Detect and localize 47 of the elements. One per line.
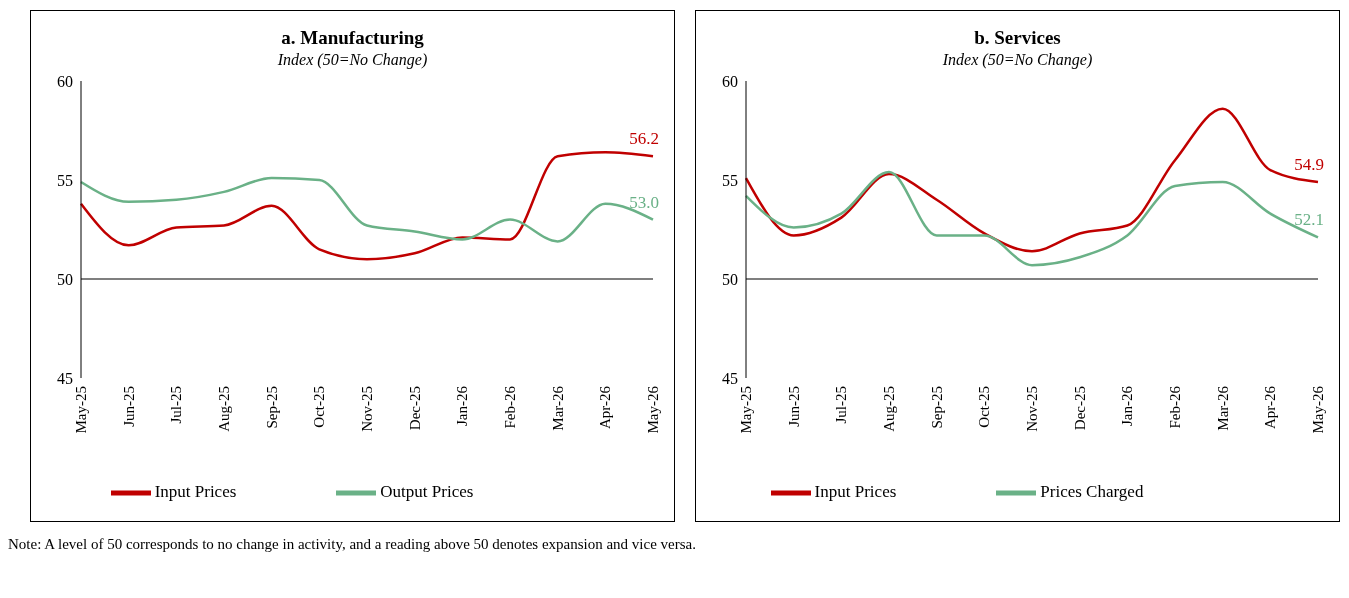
x-tick-label: Jun-25 — [120, 386, 137, 427]
x-tick-label: Oct-25 — [976, 386, 993, 428]
chart-title: b. Services — [973, 27, 1062, 49]
x-tick-label: May-25 — [738, 386, 754, 434]
y-tick-label: 50 — [722, 270, 738, 288]
y-tick-label: 45 — [57, 369, 73, 387]
y-tick-label: 60 — [722, 72, 738, 90]
y-tick-label: 50 — [57, 270, 73, 288]
x-tick-label: Apr-26 — [1262, 385, 1279, 430]
x-tick-label: Jul-25 — [168, 386, 185, 424]
x-tick-label: Mar-26 — [549, 385, 566, 431]
data-label: 54.9 — [1294, 154, 1324, 174]
x-tick-label: Mar-26 — [1214, 385, 1231, 431]
x-tick-label: May-26 — [645, 385, 661, 434]
x-tick-label: Jan-26 — [1119, 385, 1136, 426]
x-tick-label: Feb-26 — [502, 385, 518, 429]
y-tick-label: 45 — [722, 369, 738, 387]
chart-subtitle: Index (50=No Change) — [276, 51, 429, 69]
x-tick-label: Oct-25 — [311, 386, 328, 428]
y-tick-label: 60 — [57, 72, 73, 90]
chart-subtitle: Index (50=No Change) — [941, 51, 1094, 69]
x-tick-label: May-25 — [73, 386, 89, 434]
data-label: 53.0 — [629, 192, 659, 212]
x-tick-label: Sep-25 — [263, 386, 280, 429]
x-tick-label: Nov-25 — [1024, 386, 1040, 432]
x-tick-label: Apr-26 — [597, 385, 614, 430]
x-tick-label: Jan-26 — [454, 385, 471, 426]
chart-title: a. Manufacturing — [280, 27, 425, 49]
x-tick-label: Jun-25 — [785, 386, 802, 427]
x-tick-label: Aug-25 — [881, 386, 897, 432]
legend-label: Input Prices — [154, 481, 237, 501]
x-tick-label: Dec-25 — [1071, 386, 1088, 431]
data-label: 56.2 — [629, 129, 659, 149]
x-tick-label: Aug-25 — [216, 386, 232, 432]
x-tick-label: May-26 — [1310, 385, 1326, 434]
legend-label: Input Prices — [814, 481, 897, 501]
x-tick-label: Sep-25 — [928, 386, 945, 429]
y-tick-label: 55 — [722, 171, 738, 189]
text: Note: A level of 50 corresponds to no change in activity, and a reading above 50 denotes expansion and vice versa. — [8, 536, 697, 553]
x-tick-label: Nov-25 — [359, 386, 375, 432]
x-tick-label: Dec-25 — [406, 386, 423, 431]
x-tick-label: Feb-26 — [1167, 385, 1183, 429]
data-label: 52.1 — [1294, 210, 1324, 230]
legend-label: Prices Charged — [1040, 481, 1144, 501]
y-tick-label: 55 — [57, 171, 73, 189]
x-tick-label: Jul-25 — [833, 386, 850, 424]
legend-label: Output Prices — [380, 481, 474, 501]
